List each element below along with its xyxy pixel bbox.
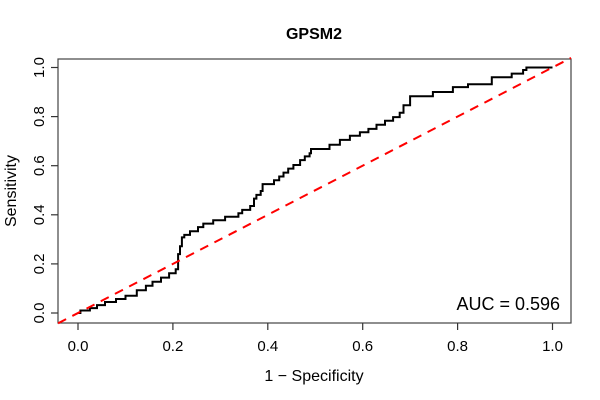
auc-annotation: AUC = 0.596 [456, 294, 560, 314]
x-tick-label: 0.2 [162, 338, 183, 355]
x-tick-label: 0.8 [447, 338, 468, 355]
x-tick-label: 0.6 [352, 338, 373, 355]
chance-diagonal-path [57, 57, 572, 325]
chart-title: GPSM2 [286, 26, 342, 43]
y-tick-label: 0.8 [31, 106, 48, 127]
x-tick-label: 0.0 [68, 338, 89, 355]
y-tick-label: 0.4 [31, 204, 48, 225]
y-tick-label: 0.0 [31, 303, 48, 324]
x-tick-label: 1.0 [542, 338, 563, 355]
x-axis-label: 1 − Specificity [264, 368, 363, 385]
roc-curve-path [78, 66, 553, 314]
y-tick-label: 0.6 [31, 155, 48, 176]
y-tick-label: 0.2 [31, 253, 48, 274]
x-tick-label: 0.4 [257, 338, 278, 355]
y-tick-label: 1.0 [31, 57, 48, 78]
plot-generated-content: 0.0 0.2 0.4 0.6 0.8 1.0 0.0 0.2 0.4 0.6 0.8 1.0 [31, 57, 572, 355]
plot-box [57, 58, 572, 324]
y-axis-label: Sensitivity [3, 155, 20, 227]
